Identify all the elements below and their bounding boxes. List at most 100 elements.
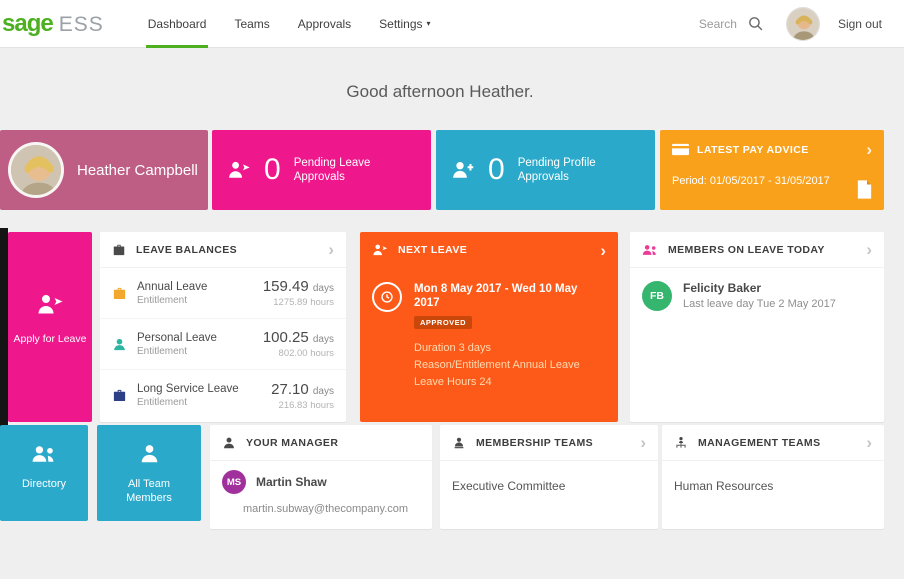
balance-name: Annual Leave [137, 280, 208, 293]
pending-leave-approvals-card[interactable]: 0 Pending Leave Approvals [212, 130, 431, 210]
greeting-text: Good afternoon Heather. [346, 82, 534, 101]
membership-teams-title: MEMBERSHIP TEAMS [476, 436, 594, 449]
apply-for-leave-button[interactable]: Apply for Leave [8, 232, 92, 422]
nav-settings[interactable]: Settings ▾ [379, 16, 431, 31]
search-label[interactable]: Search [698, 16, 737, 31]
pending-leave-count: 0 [264, 153, 281, 186]
search-icon[interactable] [747, 15, 764, 32]
leave-balances-title: LEAVE BALANCES [136, 243, 238, 256]
top-bar: sage ESS Dashboard Teams Approvals Setti… [0, 0, 904, 48]
your-manager-card: YOUR MANAGER MS Martin Shaw martin.subwa… [210, 425, 432, 529]
leave-icon [36, 292, 64, 317]
org-chart-icon [674, 436, 688, 450]
balance-name: Long Service Leave [137, 383, 239, 395]
management-team-name[interactable]: Human Resources [674, 479, 774, 493]
people-icon [642, 243, 658, 257]
leave-balance-row-personal: Personal Leave Entitlement 100.25 days 8… [100, 319, 346, 370]
chevron-right-icon[interactable]: › [866, 433, 872, 452]
manager-row[interactable]: MS Martin Shaw [222, 470, 420, 494]
membership-team-name[interactable]: Executive Committee [452, 479, 566, 493]
chevron-right-icon[interactable]: › [866, 140, 872, 159]
balance-hours: 1275.89 hours [273, 297, 334, 308]
balance-days-unit: days [312, 385, 334, 397]
members-on-leave-title: MEMBERS ON LEAVE TODAY [668, 243, 825, 256]
balance-subtitle: Entitlement [137, 397, 188, 408]
next-leave-body: Mon 8 May 2017 - Wed 10 May 2017 APPROVE… [360, 268, 618, 388]
clipped-panel-edge [0, 228, 8, 432]
members-on-leave-card: MEMBERS ON LEAVE TODAY › FB Felicity Bak… [630, 232, 884, 422]
apply-for-leave-label: Apply for Leave [13, 333, 87, 345]
person-badge-icon [138, 443, 161, 465]
chevron-right-icon[interactable]: › [328, 240, 334, 259]
status-badge: APPROVED [414, 316, 473, 329]
all-team-members-button[interactable]: All Team Members [97, 425, 201, 521]
chevron-right-icon[interactable]: › [866, 240, 872, 259]
pending-profile-label: Pending Profile Approvals [517, 157, 596, 183]
balance-subtitle: Entitlement [137, 294, 188, 306]
management-teams-title: MANAGEMENT TEAMS [698, 436, 821, 449]
chevron-right-icon[interactable]: › [600, 240, 606, 260]
your-manager-title: YOUR MANAGER [246, 436, 339, 449]
leave-icon [227, 159, 251, 181]
pending-profile-approvals-card[interactable]: 0 Pending Profile Approvals [436, 130, 655, 210]
briefcase-icon [112, 388, 127, 403]
nav-approvals[interactable]: Approvals [297, 16, 352, 31]
balance-hours: 216.83 hours [278, 399, 334, 411]
manager-email[interactable]: martin.subway@thecompany.com [243, 503, 409, 515]
all-team-members-label: All Team Members [126, 478, 172, 504]
nav-dashboard[interactable]: Dashboard [134, 0, 221, 48]
directory-label: Directory [21, 478, 66, 490]
manager-details: MS Martin Shaw martin.subway@thecompany.… [210, 461, 432, 515]
caret-down-icon: ▾ [426, 19, 431, 28]
membership-teams-header: MEMBERSHIP TEAMS › [440, 425, 658, 461]
chevron-right-icon[interactable]: › [640, 433, 646, 452]
balance-days: 159.49 [262, 278, 309, 295]
nav-teams[interactable]: Teams [234, 16, 270, 31]
logo-product: ESS [58, 12, 104, 36]
member-leave-detail: Last leave day Tue 2 May 2017 [683, 298, 836, 310]
balance-days: 27.10 [271, 380, 309, 398]
leave-balance-row-long-service: Long Service Leave Entitlement 27.10 day… [100, 370, 346, 421]
suitcase-icon [112, 286, 127, 301]
leave-balances-card: LEAVE BALANCES › Annual Leave Entitlemen… [100, 232, 346, 422]
people-icon [31, 443, 57, 465]
main-nav: Dashboard Teams Approvals Settings ▾ [134, 0, 445, 48]
member-name: Felicity Baker [683, 281, 762, 295]
balance-name: Personal Leave [137, 331, 217, 344]
clock-icon [372, 282, 402, 312]
profile-name: Heather Campbell [77, 161, 198, 179]
header-right: Search Sign out [698, 6, 904, 41]
balance-subtitle: Entitlement [137, 345, 188, 357]
user-avatar[interactable] [785, 6, 820, 41]
sage-ess-logo[interactable]: sage ESS [2, 10, 104, 38]
leave-balance-row-annual: Annual Leave Entitlement 159.49 days 127… [100, 268, 346, 319]
balance-hours: 802.00 hours [278, 348, 334, 359]
person-icon [222, 436, 236, 450]
leave-balances-header: LEAVE BALANCES › [100, 232, 346, 268]
next-leave-hours: Leave Hours 24 [414, 376, 492, 388]
manager-initials-avatar: MS [222, 470, 246, 494]
next-leave-duration: Duration 3 days [414, 342, 492, 354]
member-initials-avatar: FB [642, 281, 672, 311]
briefcase-icon [112, 243, 126, 257]
management-teams-header: MANAGEMENT TEAMS › [662, 425, 884, 461]
next-leave-title: NEXT LEAVE [398, 244, 468, 256]
balance-days-unit: days [312, 334, 334, 345]
management-teams-card: MANAGEMENT TEAMS › Human Resources [662, 425, 884, 529]
next-leave-dates: Mon 8 May 2017 - Wed 10 May 2017 [414, 283, 578, 309]
pending-profile-count: 0 [488, 153, 505, 186]
members-on-leave-header: MEMBERS ON LEAVE TODAY › [630, 232, 884, 268]
pay-advice-period: Period: 01/05/2017 - 31/05/2017 [672, 175, 830, 187]
team-icon [452, 436, 466, 450]
next-leave-card: NEXT LEAVE › Mon 8 May 2017 - Wed 10 May… [360, 232, 618, 422]
latest-pay-advice-card[interactable]: LATEST PAY ADVICE › Period: 01/05/2017 -… [660, 130, 884, 210]
logo-brand: sage [2, 9, 54, 37]
your-manager-header: YOUR MANAGER [210, 425, 432, 461]
profile-photo [8, 142, 64, 198]
sign-out-button[interactable]: Sign out [837, 16, 882, 31]
pay-card-icon [672, 143, 689, 156]
manager-name: Martin Shaw [256, 475, 327, 489]
profile-card: Heather Campbell [0, 130, 208, 210]
directory-button[interactable]: Directory [0, 425, 88, 521]
member-list-item[interactable]: FB Felicity Baker Last leave day Tue 2 M… [630, 268, 884, 311]
